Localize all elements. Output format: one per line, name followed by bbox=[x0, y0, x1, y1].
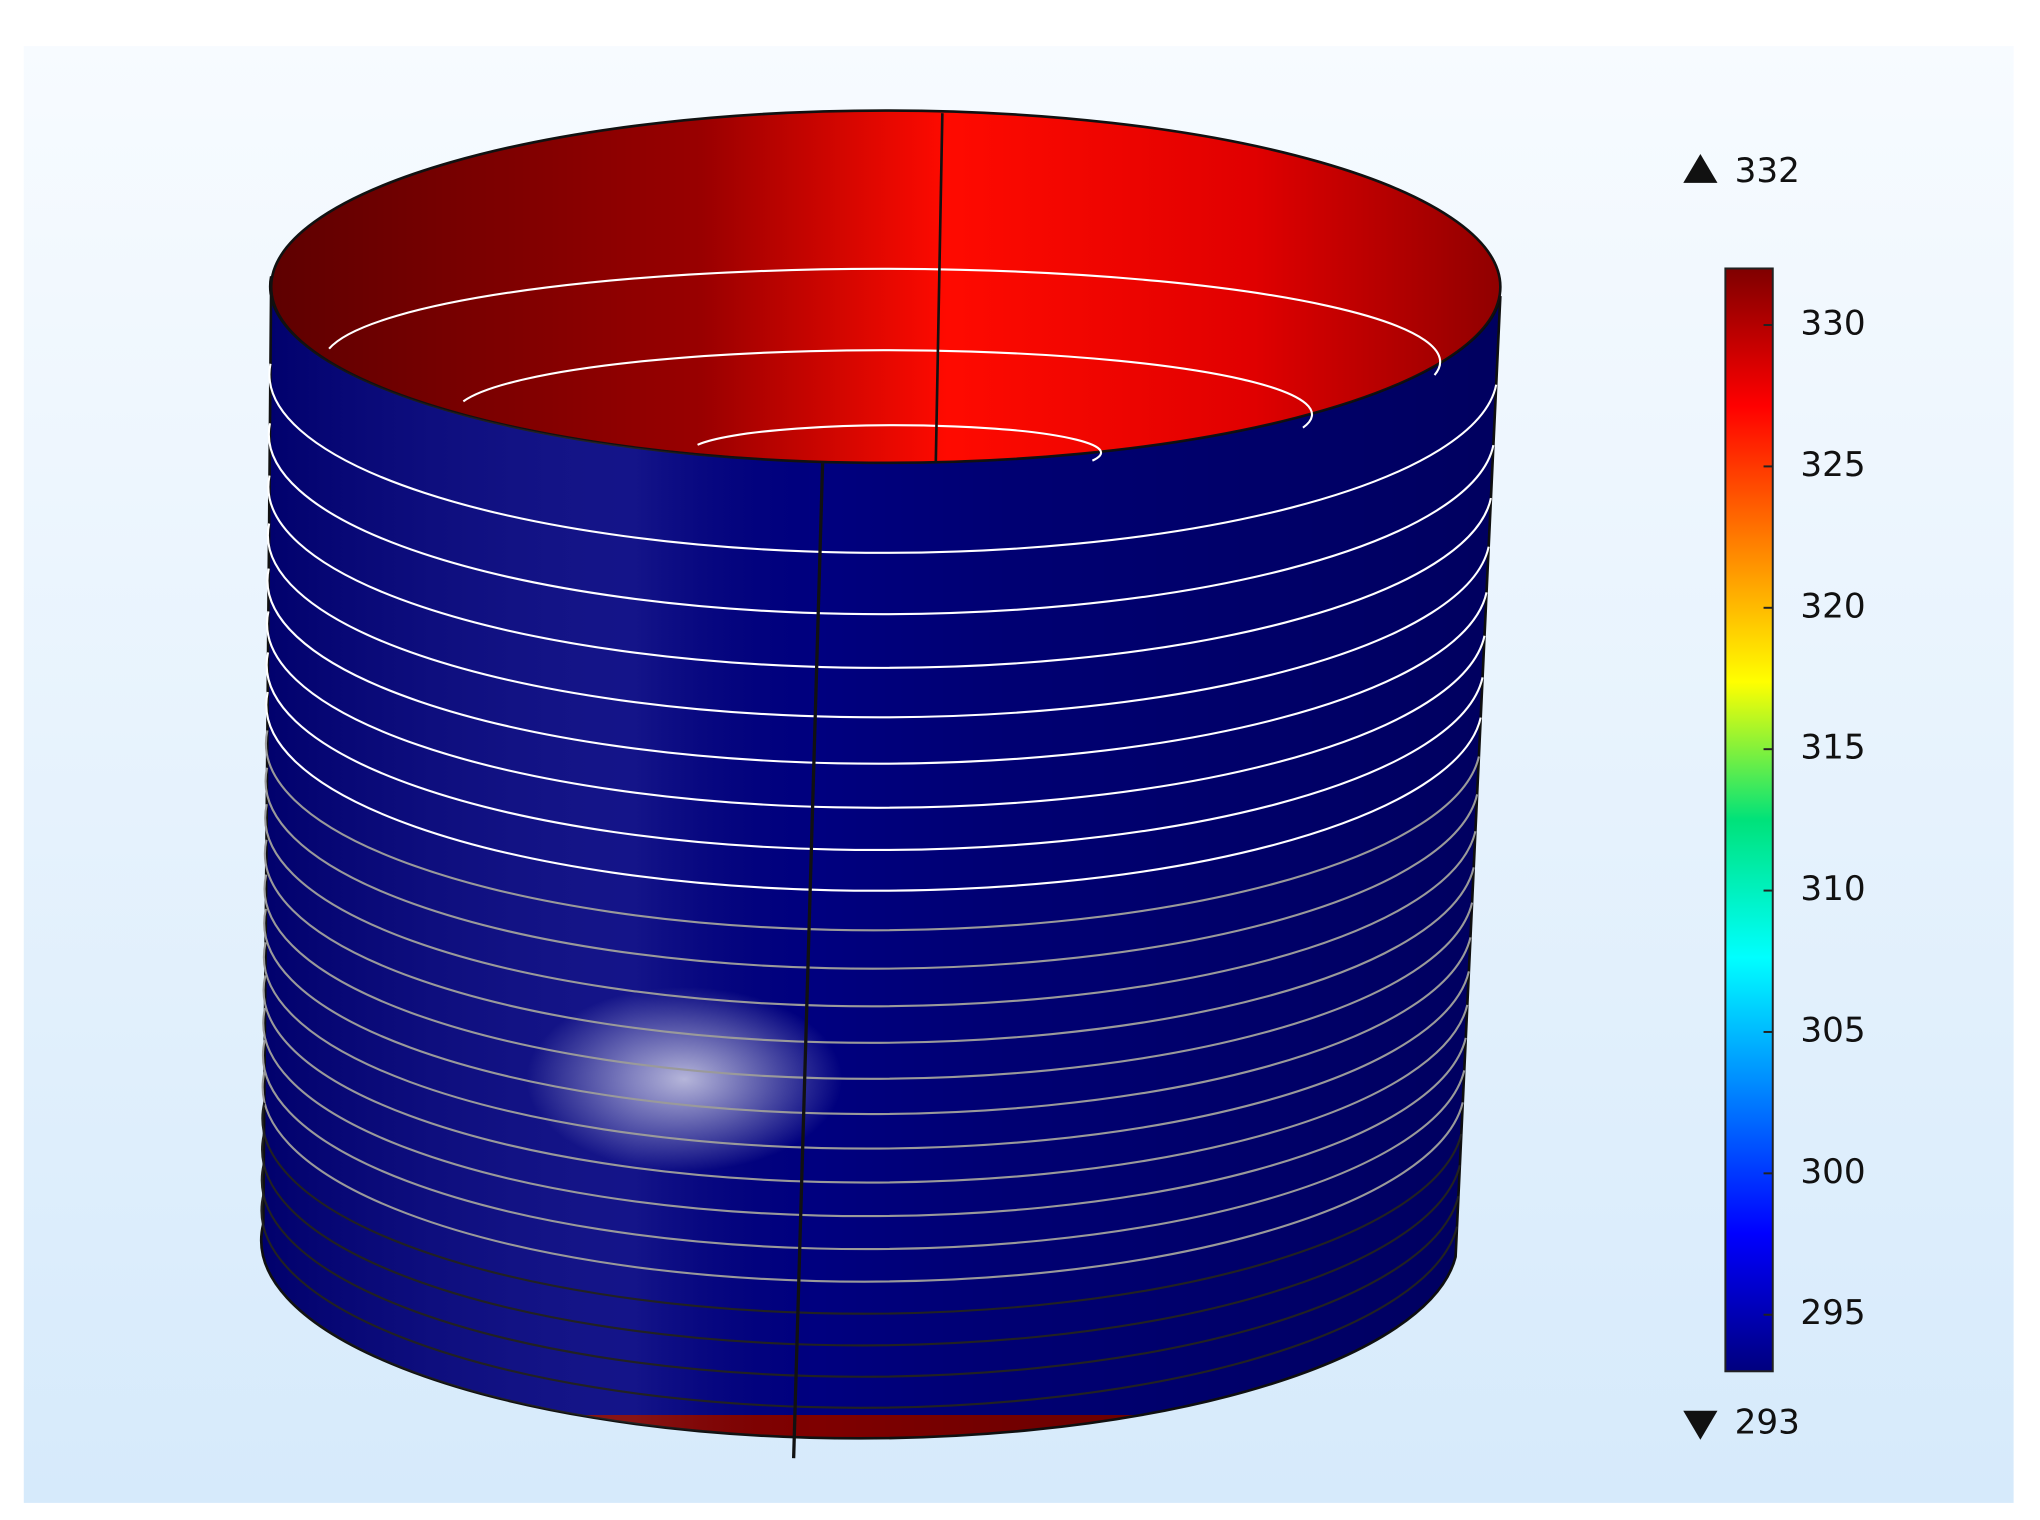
contour-line bbox=[264, 730, 1480, 932]
contour-line bbox=[268, 363, 1498, 554]
contour-line bbox=[262, 942, 1470, 1150]
contour-line bbox=[263, 874, 1474, 1080]
max-arrow bbox=[1683, 153, 1718, 183]
contour-line bbox=[266, 523, 1490, 719]
tick-label: 305 bbox=[1800, 1010, 1865, 1050]
tick-label: 310 bbox=[1800, 869, 1865, 909]
shading bbox=[261, 276, 1501, 1439]
contour-line bbox=[697, 424, 1103, 462]
contour-line bbox=[260, 1193, 1459, 1409]
min-arrow bbox=[1683, 1410, 1718, 1440]
seam bbox=[934, 113, 944, 464]
max-label: 332 bbox=[1735, 151, 1800, 191]
colorbar-scale bbox=[1724, 267, 1774, 1373]
contour-line bbox=[462, 349, 1314, 429]
contour-line bbox=[264, 767, 1479, 970]
contours bbox=[260, 267, 1498, 1409]
tick-label: 325 bbox=[1800, 445, 1865, 485]
contour-line bbox=[267, 423, 1495, 616]
min-label: 293 bbox=[1735, 1402, 1800, 1442]
tick-label: 330 bbox=[1800, 304, 1865, 344]
tick-label: 295 bbox=[1800, 1293, 1865, 1333]
contour-line bbox=[261, 1071, 1464, 1283]
contour-line bbox=[328, 267, 1442, 376]
contour-line bbox=[266, 611, 1486, 809]
contour-line bbox=[261, 1133, 1461, 1347]
highlight bbox=[526, 987, 843, 1172]
tick-label: 320 bbox=[1800, 586, 1865, 626]
contour-line bbox=[261, 1039, 1466, 1251]
contour-line bbox=[266, 568, 1488, 765]
contour-line bbox=[261, 1102, 1463, 1315]
seam bbox=[792, 463, 825, 1459]
contour-line bbox=[265, 691, 1482, 892]
contour-line bbox=[262, 975, 1469, 1184]
contour-line bbox=[264, 803, 1477, 1008]
cylinder bbox=[259, 109, 1502, 1459]
contour-line bbox=[262, 1007, 1467, 1218]
tick-label: 300 bbox=[1800, 1152, 1865, 1192]
contour-line bbox=[267, 475, 1492, 669]
tick-label: 315 bbox=[1800, 728, 1865, 768]
contour-line bbox=[263, 908, 1472, 1116]
colorbar: 332 293 295 300 305 310 315 320 325 330 bbox=[1683, 151, 1866, 1442]
contour-line bbox=[265, 652, 1484, 852]
contour-line bbox=[263, 839, 1475, 1044]
inner-wall bbox=[269, 109, 1502, 465]
contour-line bbox=[260, 1163, 1460, 1378]
